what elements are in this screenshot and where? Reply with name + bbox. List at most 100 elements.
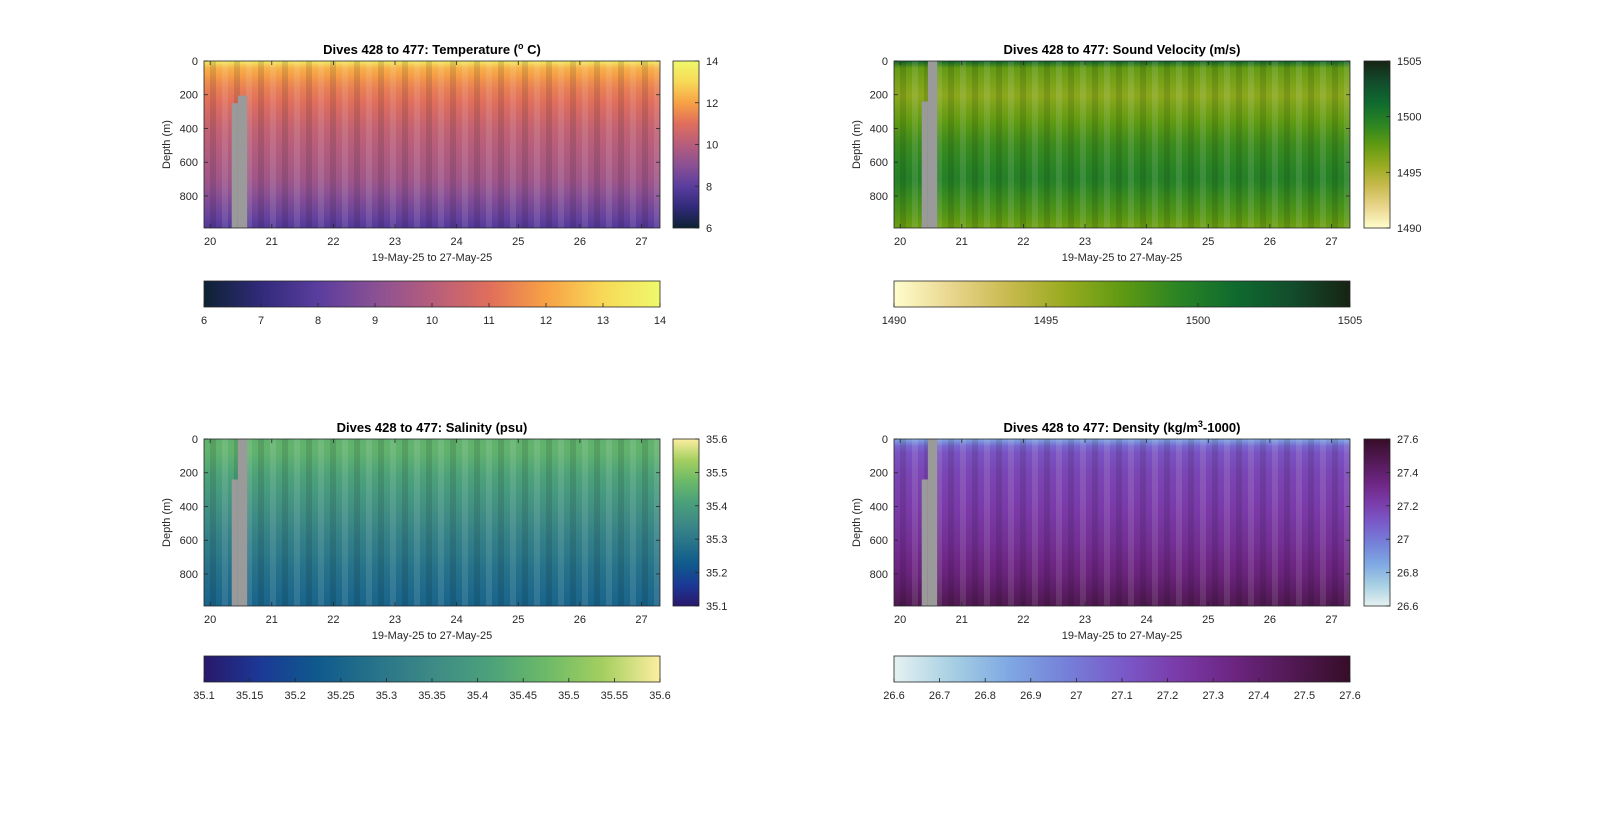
y-tick-label: 0 — [882, 434, 888, 446]
y-tick-label: 600 — [180, 535, 198, 547]
colorbar-bottom-label: 35.15 — [236, 690, 264, 702]
colorbar-side-label: 35.3 — [706, 534, 727, 546]
colorbar-bottom-label: 12 — [540, 315, 552, 327]
colorbar-bottom-label: 8 — [315, 315, 321, 327]
colorbar-bottom-label: 26.8 — [974, 690, 995, 702]
x-tick-label: 24 — [451, 614, 463, 626]
colorbar-bottom-label: 9 — [372, 315, 378, 327]
x-tick-label: 20 — [894, 236, 906, 248]
chart-title: Dives 428 to 477: Temperature (o C) — [323, 41, 541, 57]
dive-profiles — [210, 61, 660, 228]
x-tick-label: 25 — [512, 614, 524, 626]
missing-data-1 — [927, 61, 938, 228]
x-tick-label: 24 — [451, 236, 463, 248]
x-tick-label: 21 — [266, 236, 278, 248]
colorbar-side-label: 35.6 — [706, 434, 727, 446]
y-tick-label: 200 — [180, 468, 198, 480]
axes-box — [893, 60, 1351, 229]
x-axis-label: 19-May-25 to 27-May-25 — [372, 630, 492, 642]
missing-data-1 — [927, 439, 938, 606]
colorbar-side-label: 14 — [706, 56, 718, 68]
x-tick-label: 20 — [204, 236, 216, 248]
colorbar-side-label: 1490 — [1397, 223, 1421, 235]
chart-panel-dense: 0 200 400 600 800 20 21 22 23 24 25 26 27 Dives 428 t… — [851, 419, 1418, 702]
colorbar-side-label: 26.8 — [1397, 568, 1418, 580]
x-tick-label: 27 — [635, 614, 647, 626]
axes-box — [203, 438, 661, 607]
colorbar-bottom-label: 27.6 — [1339, 690, 1360, 702]
missing-data-0 — [921, 101, 928, 228]
y-tick-label: 0 — [192, 434, 198, 446]
colorbar-bottom-label: 35.3 — [376, 690, 397, 702]
chart-title: Dives 428 to 477: Sound Velocity (m/s) — [1004, 42, 1241, 57]
colorbar-side-label: 27.4 — [1397, 467, 1418, 479]
colorbar-bottom-label: 27.2 — [1157, 690, 1178, 702]
colorbar-bottom-label: 11 — [483, 315, 494, 327]
colorbar-bottom-label: 35.55 — [601, 690, 629, 702]
x-tick-label: 27 — [1325, 614, 1337, 626]
chart-title: Dives 428 to 477: Salinity (psu) — [337, 420, 528, 435]
colorbar-side-label: 27 — [1397, 534, 1409, 546]
x-tick-label: 23 — [389, 236, 401, 248]
colorbar-side — [1363, 60, 1391, 229]
x-tick-label: 21 — [956, 614, 968, 626]
x-tick-label: 20 — [204, 614, 216, 626]
x-tick-label: 24 — [1141, 614, 1153, 626]
y-tick-label: 0 — [192, 56, 198, 68]
chart-panel-haline: 0 200 400 600 800 20 21 22 23 24 25 26 27 Dives 428 t… — [161, 420, 727, 702]
x-tick-label: 25 — [1202, 236, 1214, 248]
x-axis-label: 19-May-25 to 27-May-25 — [372, 252, 492, 264]
missing-data-0 — [231, 103, 238, 228]
colorbar-side-label: 10 — [706, 140, 718, 152]
heatmap-field — [204, 61, 660, 228]
colorbar-side-label: 6 — [706, 223, 712, 235]
colorbar-bottom-label: 27.1 — [1111, 690, 1132, 702]
colorbar-side — [672, 438, 700, 607]
x-tick-label: 23 — [1079, 614, 1091, 626]
x-tick-label: 26 — [1264, 614, 1276, 626]
colorbar-side-label: 26.6 — [1397, 601, 1418, 613]
y-tick-label: 800 — [870, 569, 888, 581]
colorbar-side-label: 35.4 — [706, 501, 727, 513]
colorbar-side-label: 35.5 — [706, 467, 727, 479]
x-tick-label: 25 — [1202, 614, 1214, 626]
colorbar-bottom-label: 35.6 — [649, 690, 670, 702]
y-axis-label: Depth (m) — [851, 498, 863, 547]
y-tick-label: 600 — [870, 157, 888, 169]
colorbar-bottom-label: 1495 — [1034, 315, 1058, 327]
missing-data-1 — [237, 439, 248, 606]
y-tick-label: 400 — [870, 123, 888, 135]
y-tick-label: 400 — [870, 501, 888, 513]
y-tick-label: 400 — [180, 123, 198, 135]
colorbar-bottom-label: 14 — [654, 315, 666, 327]
colorbar-bottom-label: 27.3 — [1202, 690, 1223, 702]
y-tick-label: 800 — [180, 191, 198, 203]
y-axis-label: Depth (m) — [161, 120, 173, 169]
colorbar-bottom-label: 27 — [1070, 690, 1082, 702]
colorbar-bottom-label: 35.2 — [284, 690, 305, 702]
x-tick-label: 22 — [327, 614, 339, 626]
colorbar-bottom-label: 26.7 — [929, 690, 950, 702]
chart-panel-speed: 0 200 400 600 800 20 21 22 23 24 25 26 27 Dives 428 t… — [851, 42, 1421, 327]
y-axis-label: Depth (m) — [851, 120, 863, 169]
y-tick-label: 400 — [180, 501, 198, 513]
x-tick-label: 21 — [266, 614, 278, 626]
x-tick-label: 26 — [574, 614, 586, 626]
x-tick-label: 25 — [512, 236, 524, 248]
colorbar-bottom-label: 10 — [426, 315, 438, 327]
x-tick-label: 23 — [1079, 236, 1091, 248]
dive-profiles — [210, 439, 660, 606]
x-tick-label: 26 — [1264, 236, 1276, 248]
colorbar-side-label: 35.1 — [706, 601, 727, 613]
heatmap-field — [204, 439, 660, 606]
x-tick-label: 23 — [389, 614, 401, 626]
chart-title: Dives 428 to 477: Density (kg/m3-1000) — [1004, 419, 1241, 435]
x-tick-label: 24 — [1141, 236, 1153, 248]
x-tick-label: 20 — [894, 614, 906, 626]
colorbar-bottom-label: 35.5 — [558, 690, 579, 702]
colorbar-bottom-label: 13 — [597, 315, 609, 327]
colorbar-side-label: 27.2 — [1397, 501, 1418, 513]
y-tick-label: 600 — [870, 535, 888, 547]
x-tick-label: 26 — [574, 236, 586, 248]
